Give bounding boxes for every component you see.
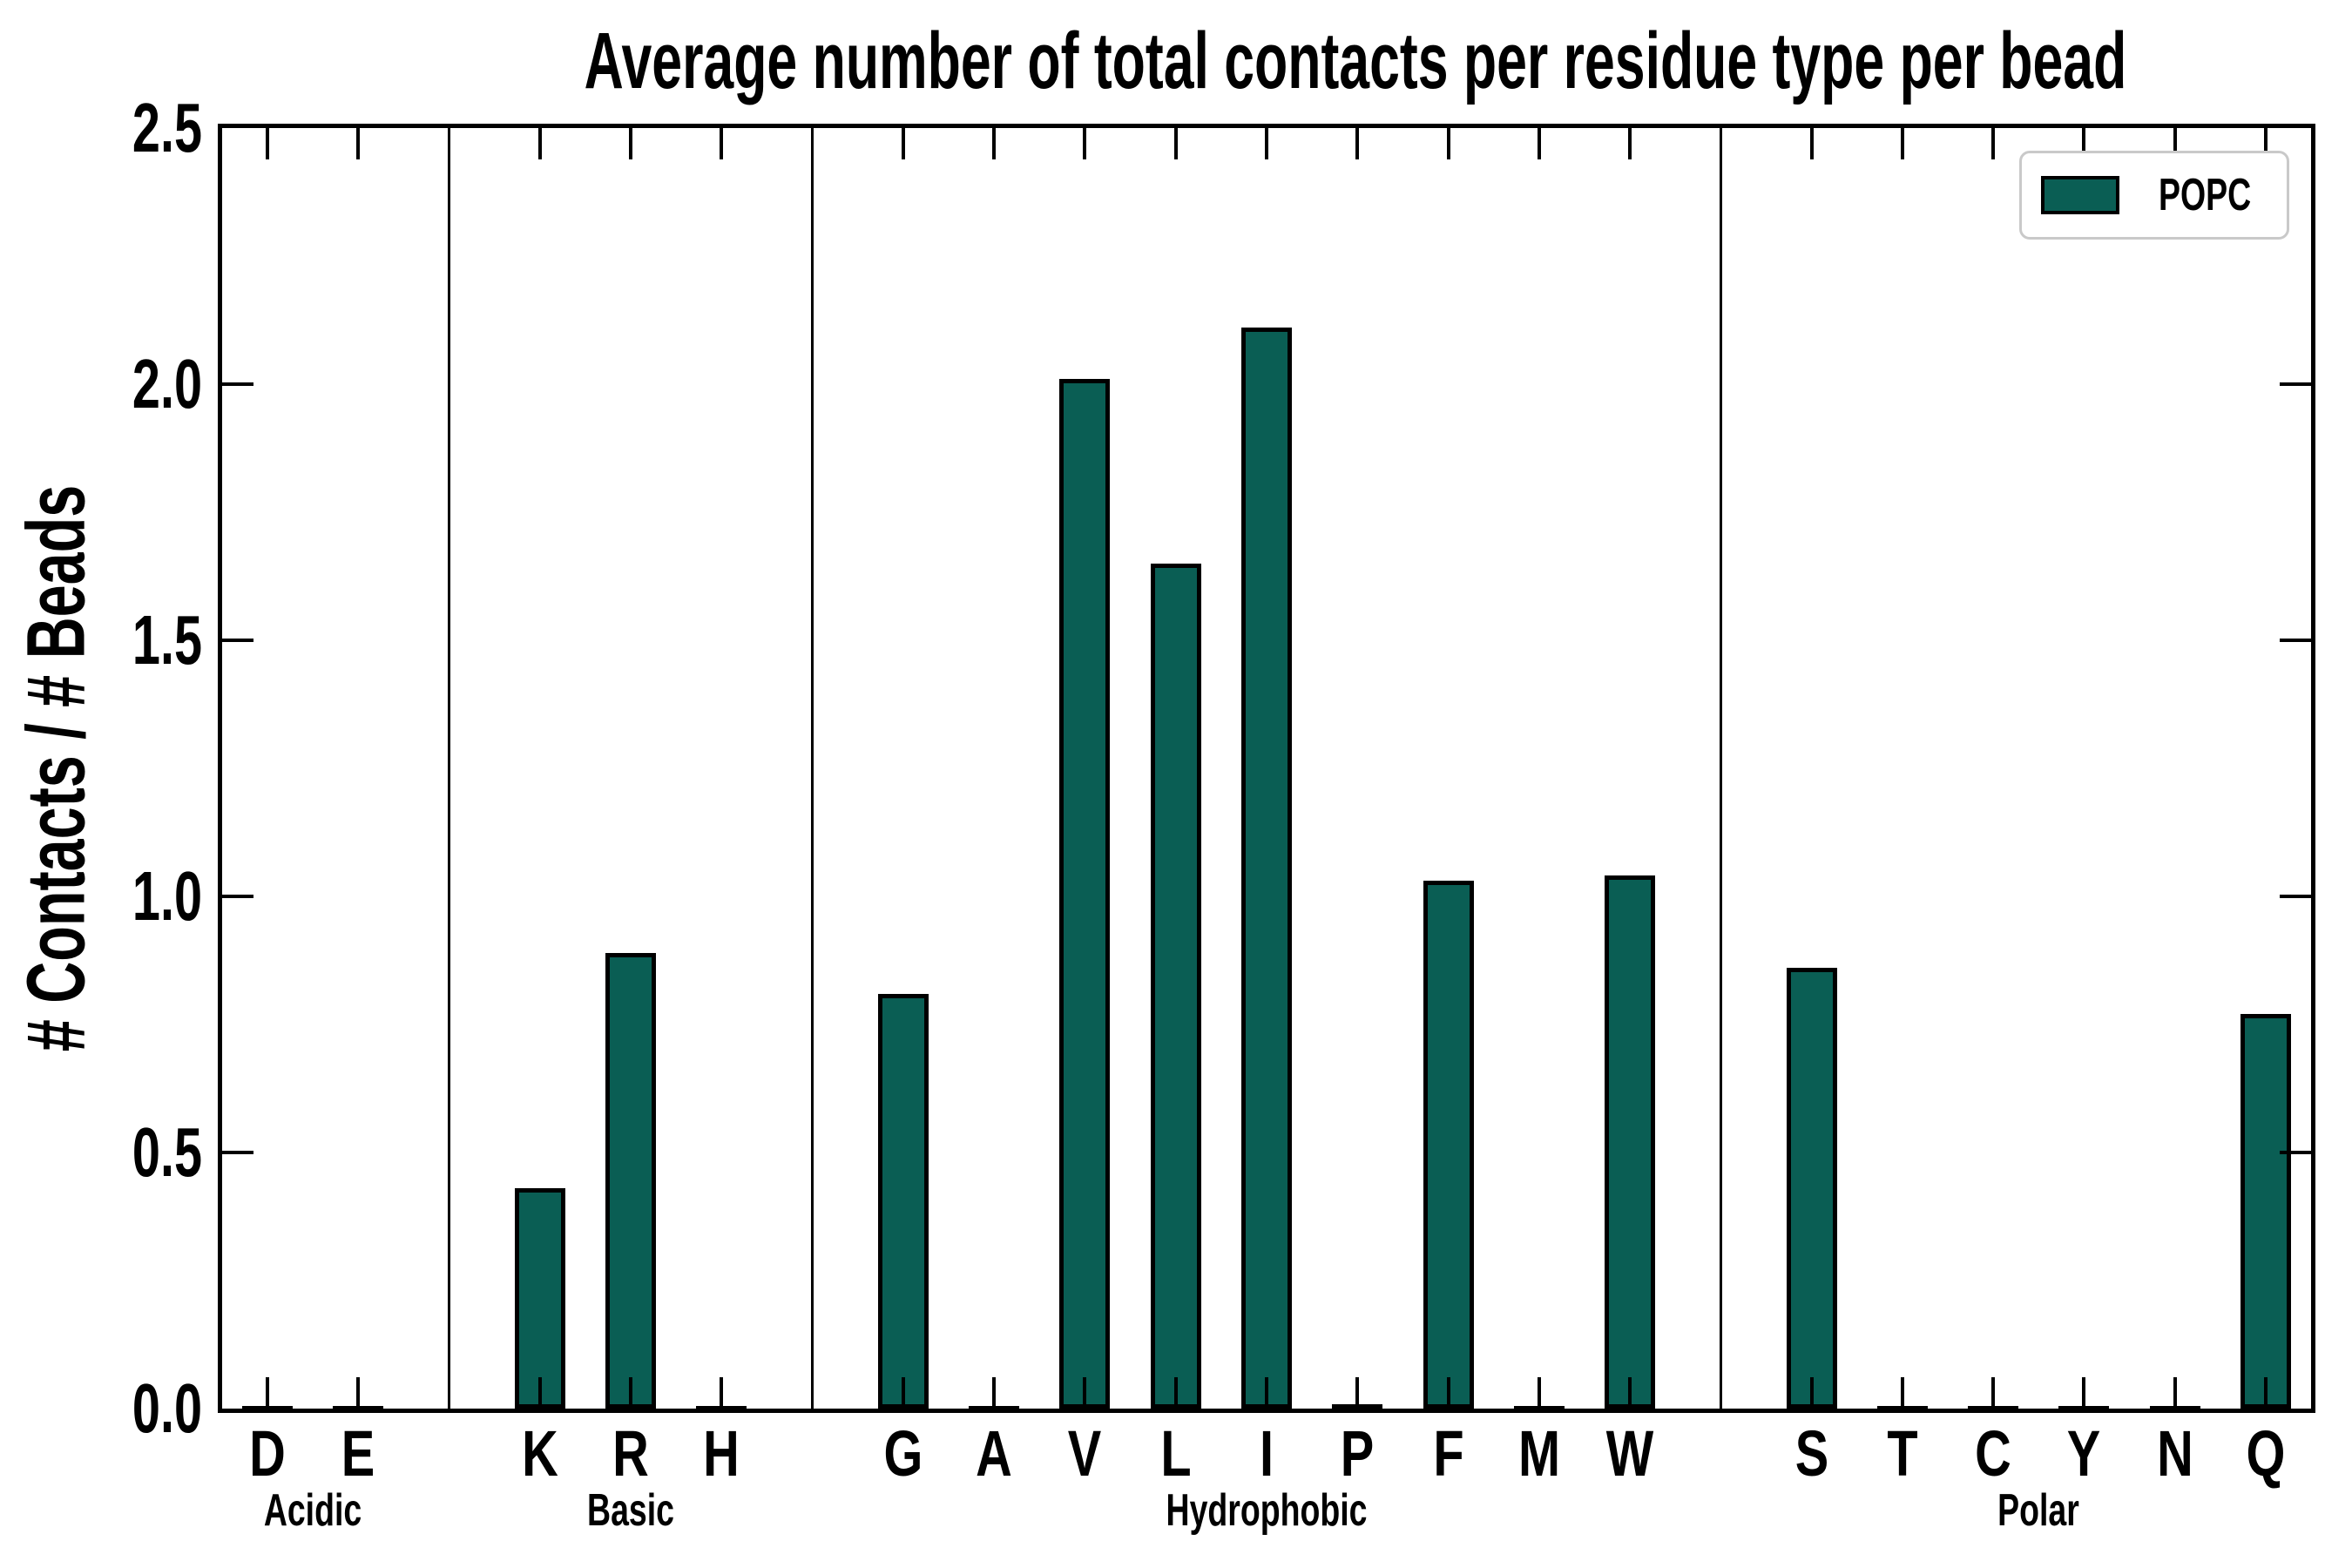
group-divider [811, 128, 814, 1409]
y-tick-label-0.0: 0.0 [132, 1369, 202, 1447]
bar-S [1786, 968, 1837, 1409]
x-tick-top-R [629, 128, 633, 159]
bar-W [1605, 875, 1656, 1409]
x-tick-label-F: F [1432, 1417, 1464, 1490]
y-tick-label-2.5: 2.5 [132, 89, 202, 166]
x-tick-top-N [2173, 128, 2177, 159]
x-tick-top-E [356, 128, 361, 159]
x-tick-top-G [901, 128, 905, 159]
x-tick-bottom-N [2173, 1377, 2177, 1409]
group-divider [448, 128, 451, 1409]
y-tick-left-0.5 [222, 1151, 253, 1154]
y-tick-label-1.0: 1.0 [132, 857, 202, 935]
y-tick-right-1 [2280, 895, 2311, 898]
x-tick-bottom-H [720, 1377, 724, 1409]
bar-V [1059, 379, 1111, 1409]
x-tick-label-G: G [883, 1417, 923, 1490]
x-tick-bottom-F [1446, 1377, 1450, 1409]
x-tick-top-D [266, 128, 270, 159]
chart-title-row: Average number of total contacts per res… [221, 17, 2312, 105]
x-tick-top-Q [2263, 128, 2268, 159]
x-tick-bottom-W [1628, 1377, 1632, 1409]
x-tick-label-K: K [522, 1417, 558, 1490]
group-label-polar: Polar [1997, 1485, 2080, 1536]
x-tick-bottom-V [1083, 1377, 1087, 1409]
x-tick-bottom-M [1537, 1377, 1541, 1409]
bar-K [514, 1188, 565, 1409]
bar-R [605, 953, 657, 1409]
x-tick-top-H [720, 128, 724, 159]
group-label-basic: Basic [587, 1485, 675, 1536]
x-tick-label-I: I [1259, 1417, 1274, 1490]
x-tick-top-M [1537, 128, 1541, 159]
y-tick-right-1.5 [2280, 639, 2311, 642]
x-tick-label-V: V [1068, 1417, 1102, 1490]
x-tick-bottom-K [537, 1377, 542, 1409]
y-tick-label-1.5: 1.5 [132, 601, 202, 679]
legend: POPC [2019, 151, 2289, 240]
legend-label: POPC [2158, 170, 2251, 220]
x-tick-bottom-A [992, 1377, 997, 1409]
x-tick-top-K [537, 128, 542, 159]
x-tick-label-E: E [341, 1417, 375, 1490]
x-tick-bottom-S [1809, 1377, 1814, 1409]
x-tick-bottom-I [1265, 1377, 1268, 1409]
x-tick-bottom-Q [2263, 1377, 2268, 1409]
x-tick-label-C: C [1975, 1417, 2011, 1490]
x-tick-label-A: A [976, 1417, 1013, 1490]
y-tick-right-2 [2280, 382, 2311, 386]
x-tick-label-Y: Y [2067, 1417, 2101, 1490]
x-tick-top-L [1173, 128, 1178, 159]
x-tick-label-D: D [249, 1417, 286, 1490]
bar-G [877, 994, 929, 1409]
x-tick-top-Y [2082, 128, 2086, 159]
x-tick-label-Q: Q [2246, 1417, 2286, 1490]
x-tick-bottom-R [629, 1377, 633, 1409]
x-tick-top-C [1991, 128, 1996, 159]
x-tick-label-P: P [1340, 1417, 1375, 1490]
bar-L [1150, 564, 1201, 1409]
x-tick-top-V [1083, 128, 1087, 159]
bar-I [1241, 328, 1292, 1409]
x-tick-bottom-E [356, 1377, 361, 1409]
legend-swatch [2041, 176, 2119, 214]
x-tick-top-A [992, 128, 997, 159]
x-tick-label-L: L [1160, 1417, 1192, 1490]
y-tick-left-1 [222, 895, 253, 898]
group-label-hydrophobic: Hydrophobic [1166, 1485, 1368, 1536]
bar-F [1423, 881, 1474, 1409]
x-tick-top-I [1265, 128, 1268, 159]
x-tick-bottom-C [1991, 1377, 1996, 1409]
x-tick-label-M: M [1517, 1417, 1560, 1490]
y-tick-label-2.0: 2.0 [132, 345, 202, 422]
x-tick-top-P [1355, 128, 1360, 159]
x-tick-top-F [1446, 128, 1450, 159]
x-tick-label-S: S [1794, 1417, 1828, 1490]
x-tick-top-S [1809, 128, 1814, 159]
x-tick-top-T [1900, 128, 1904, 159]
y-tick-left-2 [222, 382, 253, 386]
x-tick-top-W [1628, 128, 1632, 159]
x-tick-bottom-P [1355, 1377, 1360, 1409]
x-tick-bottom-L [1173, 1377, 1178, 1409]
x-tick-label-W: W [1605, 1417, 1654, 1490]
y-tick-label-0.5: 0.5 [132, 1113, 202, 1191]
x-tick-label-H: H [703, 1417, 740, 1490]
y-axis-label: # Contacts / # Beads [10, 484, 103, 1052]
y-tick-right-0.5 [2280, 1151, 2311, 1154]
y-tick-left-1.5 [222, 639, 253, 642]
bar-Q [2240, 1014, 2291, 1409]
x-tick-label-R: R [612, 1417, 650, 1490]
x-tick-bottom-Y [2082, 1377, 2086, 1409]
x-tick-bottom-T [1900, 1377, 1904, 1409]
x-tick-bottom-D [266, 1377, 270, 1409]
group-label-acidic: Acidic [264, 1485, 362, 1536]
chart-title: Average number of total contacts per res… [584, 17, 2127, 105]
x-tick-label-T: T [1887, 1417, 1918, 1490]
group-divider [1719, 128, 1722, 1409]
x-tick-bottom-G [901, 1377, 905, 1409]
x-tick-label-N: N [2156, 1417, 2193, 1490]
